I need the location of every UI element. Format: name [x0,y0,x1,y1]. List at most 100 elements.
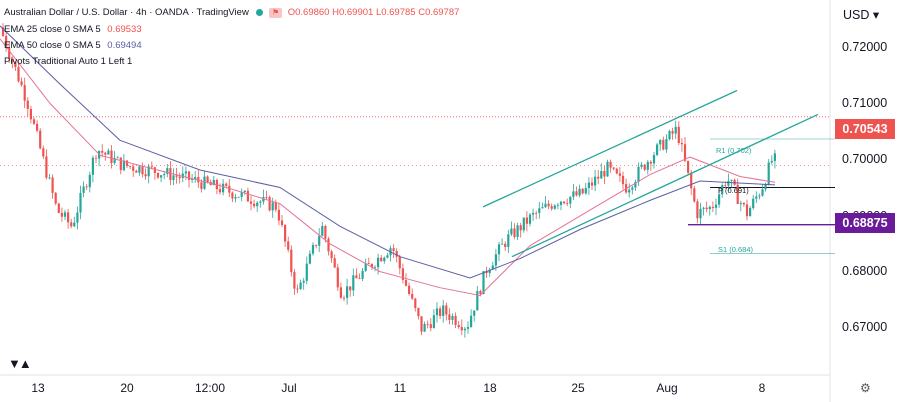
time-label-11: 11 [393,381,407,395]
candle-body [718,194,721,205]
candle-body [612,167,615,169]
symbol-title[interactable]: Australian Dollar / U.S. Dollar · 4h · O… [4,7,249,18]
candle-body [110,150,113,164]
candle-body [125,160,129,166]
candle-body [572,191,575,197]
candle-body [547,203,550,207]
candle-body [318,235,321,246]
ema50-value: 0.69494 [107,40,142,51]
candle-body [253,203,256,207]
candle-body [584,187,587,194]
time-label-20: 20 [120,381,134,395]
candle-body [640,164,643,167]
candle-body [435,308,439,316]
price-axis[interactable] [830,0,900,402]
pivots-legend[interactable]: Pivots Traditional Auto 1 Left 1 [4,56,132,67]
candle-body [569,196,572,204]
ema25-legend[interactable]: EMA 25 close 0 SMA 5 0.69533 [4,24,142,35]
candle-body [448,314,451,320]
candle-body [274,202,277,210]
candle-body [668,130,671,140]
candle-body [550,206,553,209]
price-label-0.71: 0.71000 [842,96,888,110]
candle-body [330,251,333,259]
ohlc-values: O0.69860 H0.69901 L0.69785 C0.69787 [287,7,460,18]
candle-body [566,203,569,204]
price-label-0.70: 0.70000 [842,152,888,166]
candle-body [597,176,600,179]
candle-body [739,202,742,204]
candle-body [73,222,76,227]
candle-body [85,186,88,188]
candle-body [178,176,181,179]
candle-body [671,130,674,134]
candle-body [91,157,94,175]
pivot-p-label: P (0.691) [718,186,749,195]
candle-body [166,168,169,174]
candle-body [156,172,160,178]
ema25-line [0,38,776,297]
candle-body [296,288,299,290]
candle-body [733,179,736,185]
flag-icon[interactable]: ⚑ [269,7,283,18]
candle-body [135,170,138,173]
candle-body [8,47,11,59]
candle-body [277,209,280,221]
time-label-18: 18 [483,381,497,395]
candle-body [271,202,274,211]
candle-body [674,126,677,134]
candle-body [184,171,187,174]
candle-body [358,278,361,279]
candle-body [497,244,501,255]
candle-body [14,62,17,67]
candle-body [370,264,373,268]
candle-body [615,168,618,174]
price-label-0.67: 0.67000 [842,320,888,334]
candle-body [764,184,767,190]
channel-upper-line [482,89,738,208]
candle-body [380,257,383,262]
candle-body [194,177,197,180]
candle-body [411,293,414,299]
candle-body [160,175,163,178]
candle-body [665,139,668,150]
candle-body [683,144,687,161]
candle-body [23,85,26,101]
chart-title-row: Australian Dollar / U.S. Dollar · 4h · O… [4,7,459,18]
candle-body [761,189,764,196]
candle-body [67,212,70,223]
candle-body [752,198,755,209]
candle-body [656,144,659,156]
candle-body [491,265,494,270]
currency-selector[interactable]: USD ▾ [843,8,880,22]
tradingview-logo-icon[interactable]: ▼▲ [8,356,32,371]
candle-body [414,298,417,309]
candle-body [237,196,240,198]
candle-body [352,275,355,291]
candle-body [11,58,14,63]
candle-body [398,256,401,269]
candle-body [705,207,708,210]
candle-body [708,206,711,210]
gear-icon[interactable]: ⚙ [860,381,871,395]
candle-body [240,192,243,197]
candle-body [392,248,395,252]
candle-body [333,258,336,268]
ema50-legend[interactable]: EMA 50 close 0 SMA 5 0.69494 [4,40,142,51]
candle-body [256,202,259,207]
candle-body [460,327,463,331]
candle-body [218,189,222,193]
candle-body [702,207,705,209]
candle-body [1,27,5,36]
price-label-0.72: 0.72000 [842,40,888,54]
candle-body [488,269,491,274]
time-label-jul: Jul [281,381,297,395]
candle-body [101,150,104,153]
candle-body [730,179,733,181]
candle-body [147,166,150,177]
candle-body [714,204,718,208]
candle-body [45,156,48,178]
candle-body [315,244,318,246]
